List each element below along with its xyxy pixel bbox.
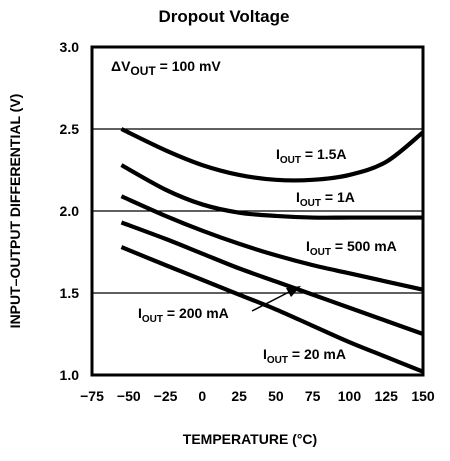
series-label-2-sub: OUT — [310, 247, 331, 258]
y-axis-label: INPUT–OUTPUT DIFFERENTIAL (V) — [7, 94, 23, 329]
callout-arrow — [251, 286, 301, 312]
y-tick-label: 3.0 — [60, 39, 80, 55]
series-label-3-suffix: = 200 mA — [163, 305, 229, 321]
y-tick-label: 2.0 — [60, 203, 80, 219]
series-label-3: IOUT = 200 mA — [138, 305, 229, 325]
series-label-1: IOUT = 1A — [296, 189, 355, 209]
series-label-1-prefix: I — [296, 189, 300, 205]
x-tick-label: −75 — [80, 388, 104, 404]
x-tick-label: 150 — [411, 388, 435, 404]
plot-frame — [90, 45, 425, 377]
x-tick-label: −25 — [154, 388, 178, 404]
x-tick-label: 100 — [338, 388, 362, 404]
series-label-3-sub: OUT — [142, 314, 163, 325]
series-label-0-sub: OUT — [280, 155, 301, 166]
x-axis-label: TEMPERATURE (°C) — [183, 431, 317, 447]
series-label-2: IOUT = 500 mA — [306, 238, 397, 258]
x-tick-label: −50 — [117, 388, 141, 404]
series-label-2-suffix: = 500 mA — [331, 238, 397, 254]
series-label-0: IOUT = 1.5A — [276, 146, 347, 166]
series-label-4-suffix: = 20 mA — [288, 346, 346, 362]
arrow-head — [286, 286, 301, 297]
y-tick-label: 2.5 — [60, 121, 80, 137]
delta-vout-annotation-suffix: = 100 mV — [156, 58, 222, 74]
y-tick-label: 1.0 — [60, 367, 80, 383]
delta-vout-annotation-sub: OUT — [130, 64, 156, 78]
y-tick-label: 1.5 — [60, 285, 80, 301]
series-line-3 — [120, 220, 424, 336]
x-tick-label: 50 — [268, 388, 284, 404]
tick-labels: 1.0 1.5 2.0 2.5 3.0 −75 −50 −25 0 25 50 75 100 125 150 — [60, 39, 435, 404]
series-label-0-suffix: = 1.5A — [301, 146, 347, 162]
arrow-shaft — [251, 290, 292, 312]
series-label-4-sub: OUT — [267, 355, 288, 366]
series-label-2-prefix: I — [306, 238, 310, 254]
series-line-4 — [120, 245, 424, 374]
grid-lines — [92, 128, 423, 294]
series-line-1 — [120, 163, 423, 220]
series-label-1-sub: OUT — [300, 198, 321, 209]
series-label-3-prefix: I — [138, 305, 142, 321]
data-series — [120, 127, 425, 374]
x-tick-label: 25 — [231, 388, 247, 404]
series-label-1-suffix: = 1A — [321, 189, 355, 205]
series-label-0-prefix: I — [276, 146, 280, 162]
series-label-4-prefix: I — [263, 346, 267, 362]
delta-vout-annotation: ΔVOUT = 100 mV — [111, 58, 221, 78]
x-tick-label: 0 — [198, 388, 206, 404]
chart-title: Dropout Voltage — [159, 7, 290, 26]
series-line-2 — [120, 194, 424, 292]
delta-vout-annotation-prefix: ΔV — [111, 58, 131, 74]
series-label-4: IOUT = 20 mA — [263, 346, 346, 366]
series-line-0 — [120, 127, 425, 183]
x-tick-label: 125 — [375, 388, 399, 404]
x-tick-label: 75 — [305, 388, 321, 404]
